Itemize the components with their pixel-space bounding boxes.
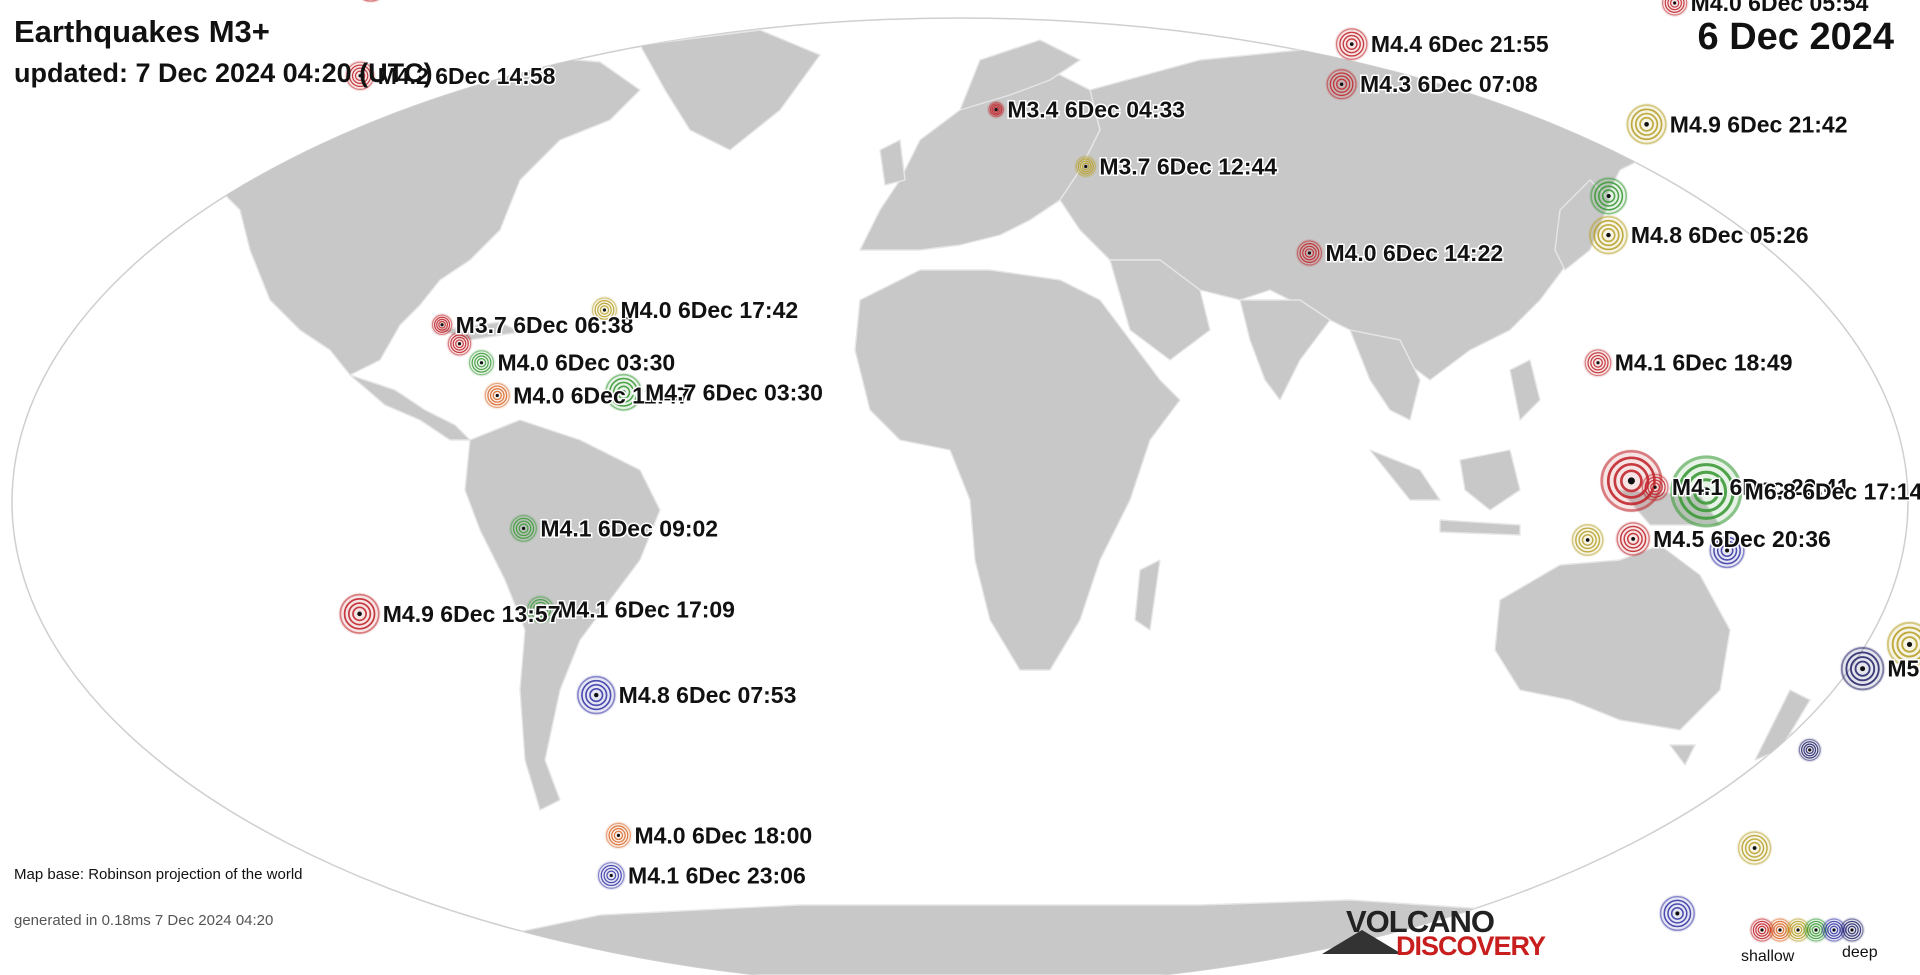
quake-label: M3.4 6Dec 04:33	[1007, 97, 1185, 123]
quake-label: M4.0 6Dec 14:22	[1325, 240, 1503, 266]
legend-depth-swatch[interactable]	[1839, 917, 1865, 943]
map-base-credit: Map base: Robinson projection of the wor…	[14, 866, 303, 883]
quake-marker[interactable]	[483, 381, 512, 410]
quake-marker[interactable]	[1736, 830, 1773, 867]
updated-timestamp: updated: 7 Dec 2024 04:20 (UTC)	[14, 58, 433, 88]
quake-marker[interactable]	[338, 592, 381, 636]
quake-label: M3.7 6Dec 12:44	[1099, 154, 1277, 180]
logo-text-top: VOLCANO	[1346, 904, 1495, 939]
quake-marker[interactable]	[596, 860, 627, 891]
quake-marker[interactable]	[1589, 176, 1629, 216]
south-america	[464, 419, 661, 811]
quake-marker[interactable]	[1295, 239, 1324, 268]
quake-marker[interactable]	[1583, 347, 1613, 378]
legend-depth-swatch[interactable]	[1785, 917, 1811, 943]
madagascar	[1134, 559, 1161, 631]
quake-marker[interactable]	[353, 0, 389, 4]
legend-depth-swatch[interactable]	[1821, 917, 1847, 943]
quake-marker[interactable]	[1640, 472, 1670, 503]
quake-label: M4.1 6Dec 18:49	[1615, 350, 1793, 376]
indian-subcontinent	[1239, 299, 1331, 401]
map-title: Earthquakes M3+	[14, 14, 270, 49]
quake-marker[interactable]	[1625, 103, 1668, 146]
earthquake-markers	[338, 0, 1920, 933]
java	[1439, 519, 1521, 536]
legend-depth-swatch[interactable]	[1767, 917, 1793, 943]
quake-marker[interactable]	[1839, 645, 1886, 692]
earthquake-labels: M3.4 6Dec 06:36M4.5 6Dec 06:31M4.2 6Dec …	[376, 0, 1920, 890]
volcano-icon	[1322, 930, 1402, 954]
quake-label: M5.1 6Dec 10:28	[1887, 656, 1920, 682]
new-zealand	[1754, 689, 1811, 761]
southeast-asia	[1349, 329, 1421, 421]
map-date: 6 Dec 2024	[1697, 16, 1895, 58]
volcano-discovery-logo[interactable]: VOLCANO DISCOVERY	[1322, 904, 1582, 964]
quake-label: M4.0 6Dec 17:42	[620, 297, 798, 323]
quake-label: M4.0 6Dec 05:54	[1691, 0, 1869, 16]
quake-marker[interactable]	[1325, 67, 1359, 101]
quake-label: M3.7 6Dec 06:38	[456, 312, 634, 338]
quake-label: M4.1 6Dec 22:41	[1672, 474, 1850, 500]
quake-marker[interactable]	[1885, 620, 1920, 669]
quake-marker[interactable]	[1570, 522, 1605, 558]
quake-marker[interactable]	[590, 295, 619, 324]
legend-deep-label: deep	[1842, 944, 1878, 961]
quake-label: M4.1 6Dec 17:09	[557, 597, 735, 623]
quake-label: M4.0 6Dec 18:00	[634, 822, 812, 848]
legend-depth-swatch[interactable]	[1749, 917, 1775, 943]
quake-label: M4.1 6Dec 23:06	[628, 862, 806, 888]
logo-text-bottom: DISCOVERY	[1396, 931, 1546, 961]
quake-marker[interactable]	[1615, 520, 1652, 557]
africa	[854, 269, 1181, 671]
quake-marker[interactable]	[1797, 737, 1823, 763]
quake-marker[interactable]	[603, 372, 644, 412]
quake-marker[interactable]	[1669, 455, 1743, 528]
quake-label: M4.0 6Dec 03:30	[497, 350, 675, 376]
legend-shallow-label: shallow	[1741, 948, 1795, 965]
quake-marker[interactable]	[1074, 154, 1098, 179]
quake-marker[interactable]	[508, 513, 539, 544]
quake-marker[interactable]	[467, 348, 496, 377]
tasmania	[1669, 744, 1696, 766]
quake-marker[interactable]	[446, 330, 473, 357]
quake-label: M4.7 6Dec 03:30	[645, 379, 823, 405]
scandinavia	[959, 39, 1081, 111]
quake-marker[interactable]	[986, 100, 1006, 119]
quake-marker[interactable]	[344, 60, 376, 92]
quake-label: M4.5 6Dec 20:36	[1653, 526, 1831, 552]
quake-label: M6.8 6Dec 17:14	[1745, 478, 1920, 504]
alaska	[59, 139, 151, 186]
quake-marker[interactable]	[430, 313, 454, 337]
quake-marker[interactable]	[1660, 0, 1689, 17]
quake-marker[interactable]	[604, 821, 633, 850]
quake-label: M4.0 6Dec 11:47	[513, 382, 689, 408]
quake-marker[interactable]	[575, 674, 617, 716]
australia	[1494, 544, 1731, 731]
quake-marker[interactable]	[1658, 894, 1697, 933]
quake-label: M4.4 6Dec 21:55	[1371, 31, 1549, 57]
sumatra	[1369, 449, 1441, 501]
depth-legend	[1749, 917, 1865, 943]
arabian-peninsula	[1109, 259, 1211, 361]
quake-label: M4.3 6Dec 07:08	[1360, 71, 1538, 97]
quake-label: M4.9 6Dec 21:42	[1670, 111, 1848, 137]
greenland	[639, 29, 821, 151]
legend-depth-swatch[interactable]	[1803, 917, 1829, 943]
quake-label: M4.2 6Dec 14:58	[378, 63, 556, 89]
philippines	[1509, 359, 1541, 421]
quake-label: M4.9 6Dec 13:57	[383, 601, 561, 627]
quake-marker[interactable]	[1708, 531, 1746, 570]
british-isles	[879, 139, 906, 186]
quake-marker[interactable]	[525, 594, 556, 625]
borneo	[1459, 449, 1521, 511]
quake-marker[interactable]	[1334, 26, 1369, 62]
generated-info: generated in 0.18ms 7 Dec 2024 04:20	[14, 912, 274, 929]
quake-label: M4.8 6Dec 05:26	[1631, 222, 1809, 248]
quake-label: M4.8 6Dec 07:53	[619, 682, 797, 708]
quake-label: M4.1 6Dec 09:02	[540, 515, 718, 541]
quake-marker[interactable]	[1588, 214, 1629, 256]
